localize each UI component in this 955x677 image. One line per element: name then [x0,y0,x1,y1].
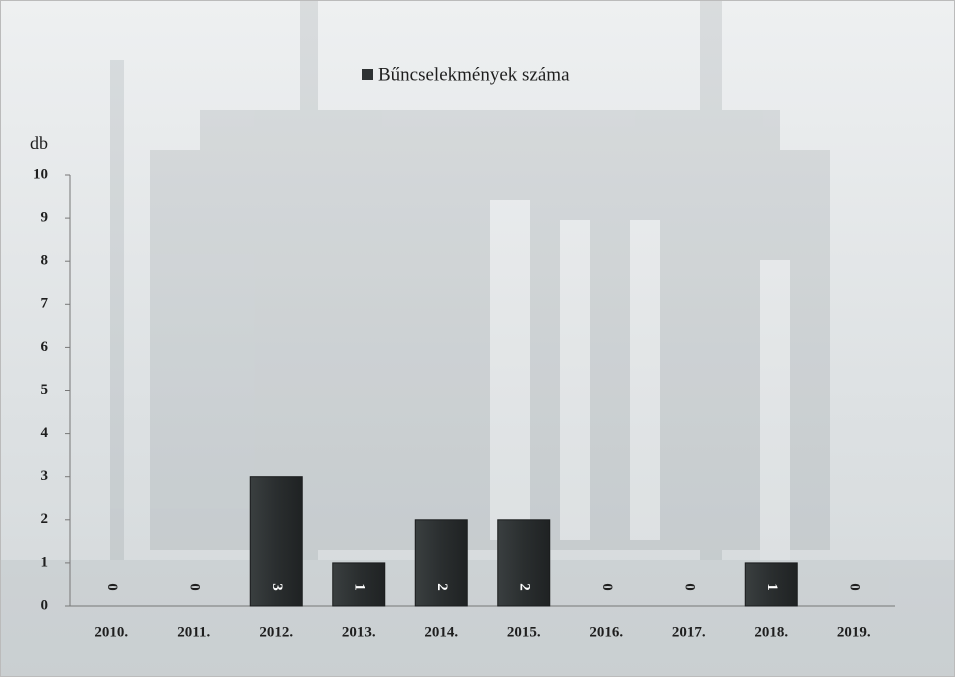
y-tick-label: 9 [41,210,49,226]
data-label: 0 [681,583,697,591]
y-tick-label: 2 [41,511,49,527]
x-tick-label: 2015. [507,624,541,640]
data-label: 1 [351,583,367,591]
data-label: 0 [104,583,120,591]
bar [744,562,798,607]
x-tick-label: 2019. [837,624,871,640]
bar [249,476,303,607]
data-label: 0 [846,583,862,591]
y-tick-label: 4 [41,425,49,441]
y-tick-label: 1 [41,554,49,570]
y-tick-label: 5 [41,382,49,398]
y-tick-label: 6 [41,339,49,355]
data-label: 3 [269,583,285,591]
y-tick-label: 3 [41,468,49,484]
data-label: 1 [764,583,780,591]
x-tick-label: 2013. [342,624,376,640]
x-tick-label: 2016. [589,624,623,640]
data-label: 2 [434,583,450,591]
x-tick-label: 2018. [754,624,788,640]
data-label: 0 [599,583,615,591]
data-label: 2 [516,583,532,591]
x-tick-label: 2011. [177,624,210,640]
legend-swatch [362,69,373,80]
y-tick-label: 8 [41,253,49,269]
x-tick-label: 2010. [94,624,128,640]
bar [414,519,468,607]
x-tick-label: 2017. [672,624,706,640]
x-tick-label: 2014. [424,624,458,640]
bar [497,519,551,607]
x-tick-label: 2012. [259,624,293,640]
bar [332,562,386,607]
y-tick-label: 7 [41,296,49,312]
y-axis-label: db [30,133,48,153]
legend-label: Bűncselekmények száma [378,64,570,85]
y-tick-label: 0 [41,597,49,613]
y-tick-label: 10 [33,166,48,182]
data-label: 0 [186,583,202,591]
